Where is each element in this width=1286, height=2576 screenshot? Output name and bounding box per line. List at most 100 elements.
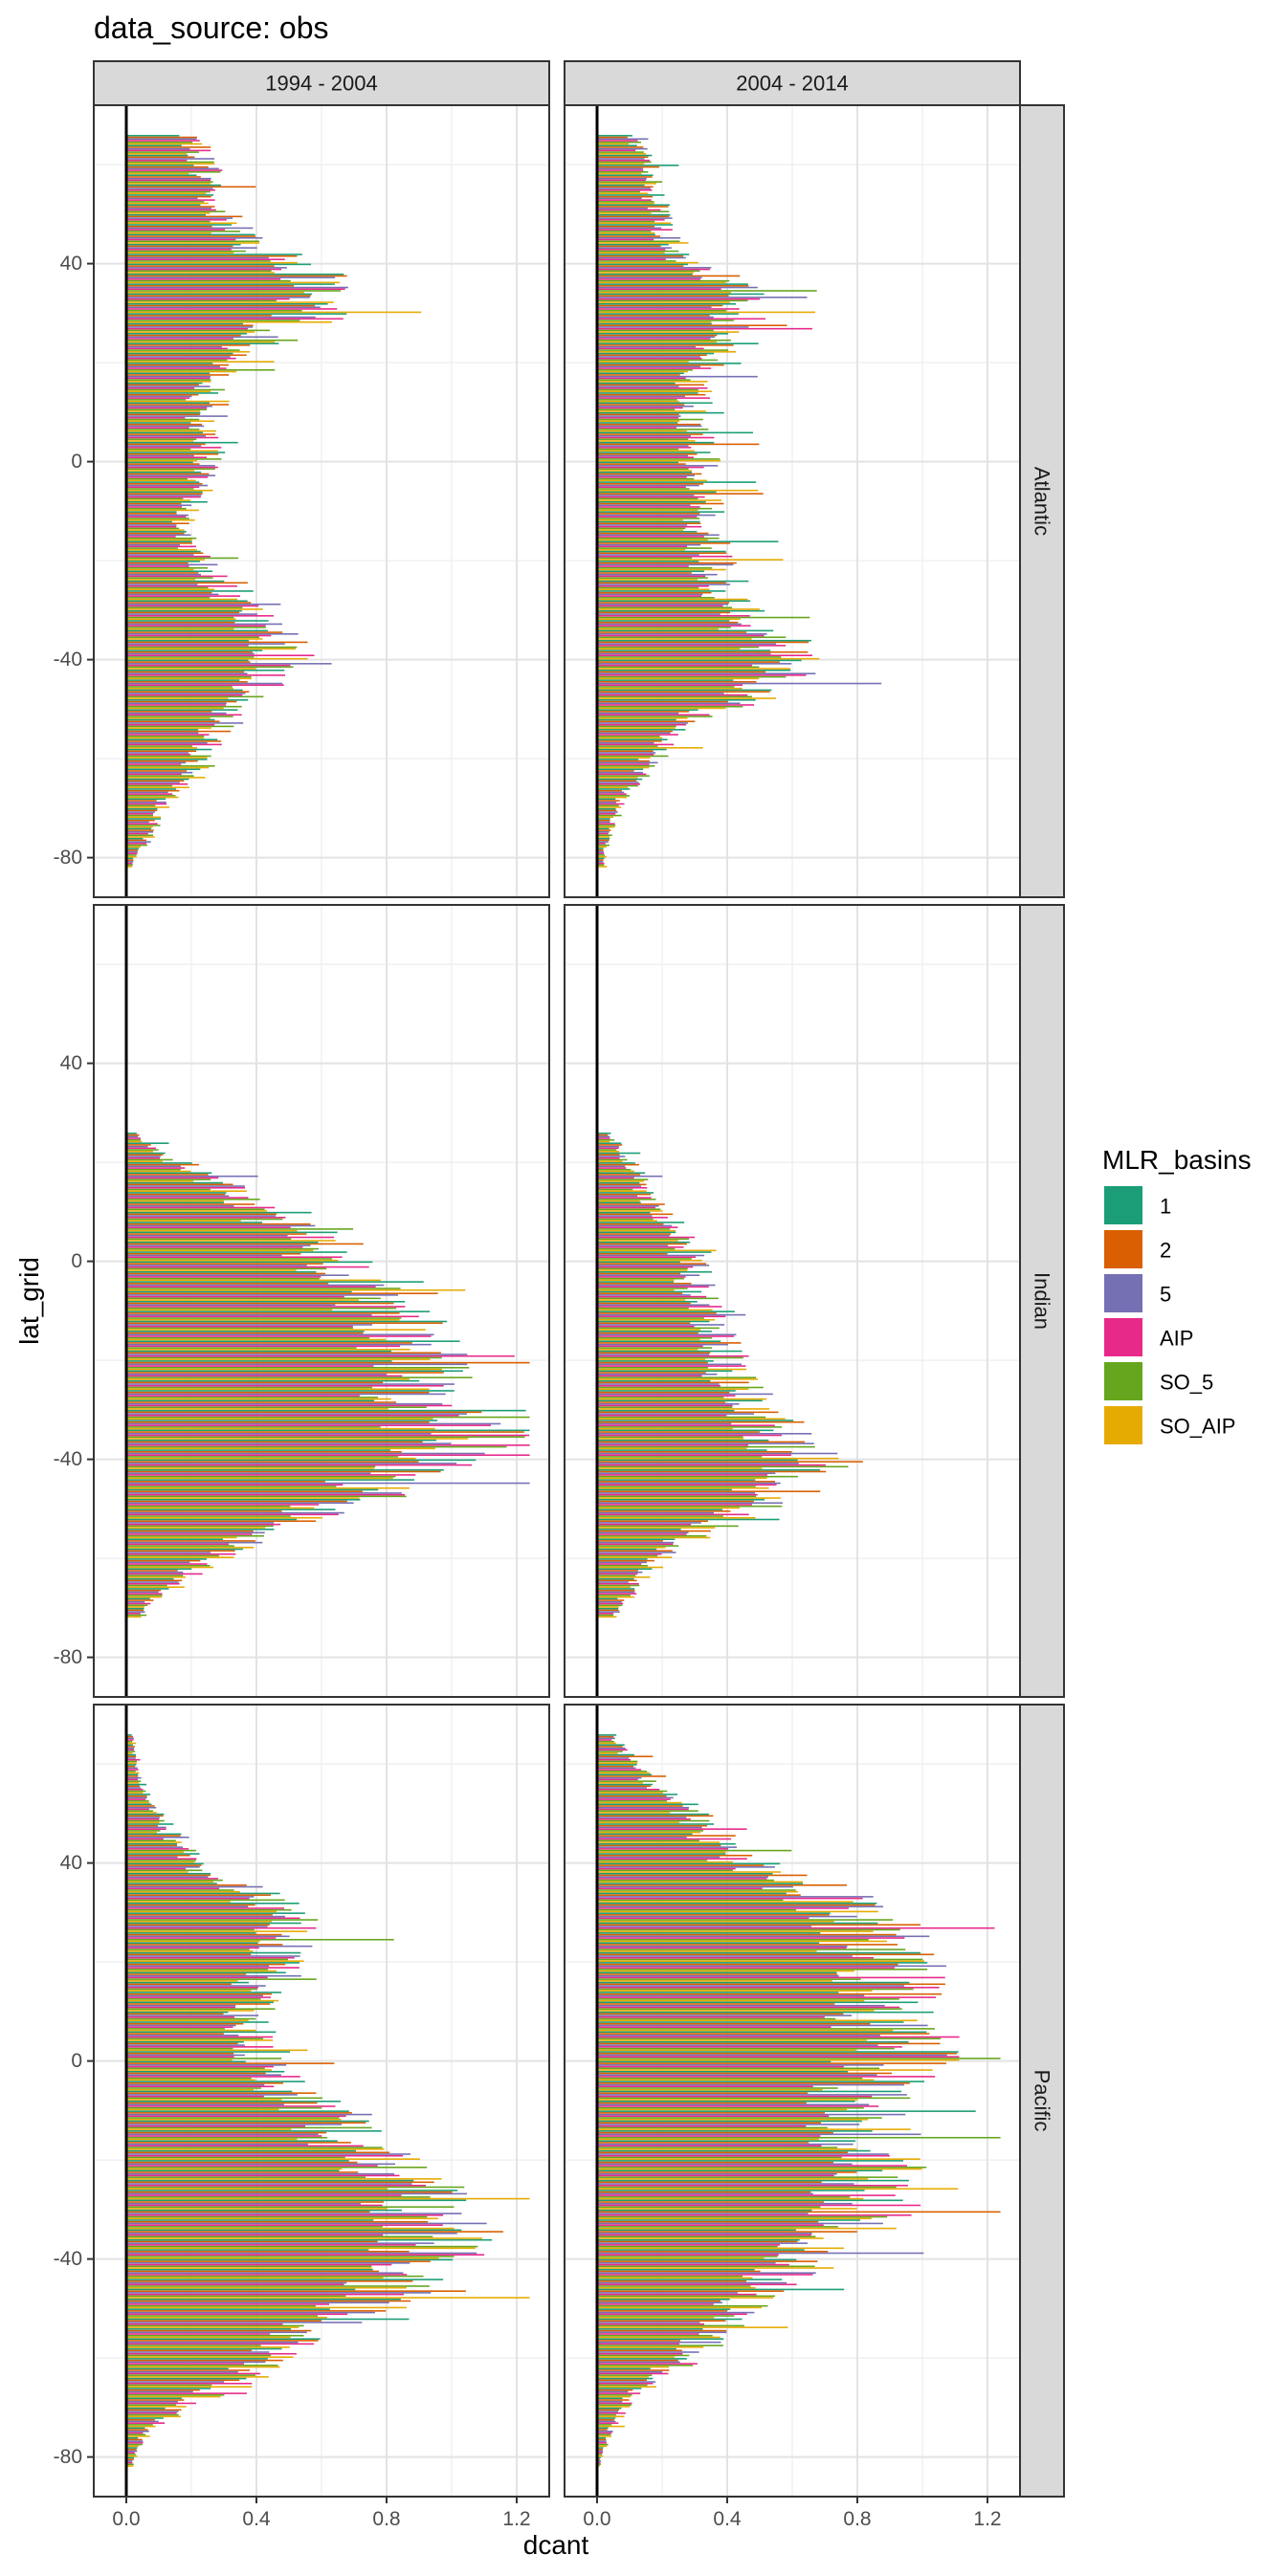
- bar: [597, 2065, 844, 2068]
- bar: [597, 638, 752, 640]
- bar: [126, 2427, 145, 2430]
- facet-strip-column: [564, 60, 1021, 106]
- bar: [126, 1252, 301, 1255]
- bar: [597, 2120, 862, 2123]
- bar: [126, 1882, 217, 1884]
- bar: [597, 759, 639, 760]
- bar: [126, 791, 168, 794]
- bar: [126, 1800, 149, 1802]
- bar: [597, 691, 770, 693]
- bar: [126, 1853, 200, 1855]
- bar: [126, 165, 194, 166]
- bar: [126, 2088, 255, 2091]
- bar: [126, 557, 239, 560]
- bar: [126, 536, 176, 538]
- bar: [597, 1431, 760, 1433]
- bar: [126, 730, 232, 733]
- bar: [126, 1819, 165, 1822]
- bar: [126, 1973, 247, 1975]
- bar: [597, 1497, 781, 1499]
- bar: [597, 1335, 735, 1337]
- bar: [597, 1261, 680, 1264]
- bar: [126, 643, 285, 645]
- bar: [126, 2331, 307, 2334]
- bar: [597, 603, 729, 605]
- legend-item: 1: [1104, 1186, 1171, 1224]
- bar: [597, 705, 743, 708]
- bar: [597, 2370, 663, 2373]
- bar: [597, 2447, 604, 2449]
- bar: [126, 1851, 184, 1854]
- bar: [597, 2424, 612, 2426]
- bar: [126, 563, 218, 566]
- bar: [126, 2436, 139, 2439]
- bar: [126, 1332, 364, 1334]
- bar: [126, 2270, 379, 2273]
- bar: [597, 1325, 695, 1328]
- bar: [126, 687, 233, 690]
- bar: [126, 2240, 378, 2243]
- bar: [126, 1903, 299, 1904]
- bar: [597, 1251, 712, 1253]
- bar: [126, 1737, 134, 1740]
- bar: [126, 650, 253, 653]
- bar: [126, 522, 189, 525]
- bar: [126, 1192, 227, 1194]
- bar: [597, 1310, 735, 1312]
- bar: [597, 514, 716, 517]
- bar: [126, 1299, 359, 1301]
- bar: [126, 2340, 319, 2342]
- bar: [597, 2288, 845, 2291]
- bar: [126, 194, 214, 196]
- bar: [126, 433, 216, 435]
- bar: [597, 652, 771, 655]
- bar: [597, 2052, 958, 2055]
- bar: [126, 1156, 161, 1157]
- bar: [126, 1986, 259, 1989]
- bar: [597, 2181, 822, 2184]
- bar: [126, 1844, 178, 1847]
- bar: [126, 729, 199, 731]
- bar: [126, 664, 291, 667]
- bar: [597, 2103, 870, 2106]
- bar: [126, 2125, 306, 2127]
- bar: [597, 2367, 651, 2370]
- bar: [126, 836, 155, 838]
- bar: [126, 385, 211, 387]
- bar: [597, 153, 646, 155]
- bar: [126, 648, 296, 650]
- bar: [126, 1183, 233, 1186]
- bar: [597, 1185, 642, 1187]
- bar: [126, 2094, 298, 2096]
- bar: [597, 2013, 844, 2015]
- bar: [597, 1971, 837, 1974]
- bar: [126, 2135, 322, 2137]
- bar: [597, 1973, 838, 1975]
- bar: [126, 1771, 136, 1772]
- bar: [126, 1803, 152, 1806]
- bar: [126, 2418, 155, 2421]
- bar: [126, 440, 194, 442]
- bar: [597, 1373, 718, 1376]
- bar: [597, 2297, 774, 2299]
- bar: [597, 1944, 898, 1946]
- bar: [597, 679, 734, 681]
- bar: [126, 1434, 530, 1437]
- bar: [597, 540, 779, 542]
- bar: [126, 1739, 134, 1741]
- bar: [597, 495, 705, 498]
- bar: [597, 1558, 648, 1560]
- bar: [597, 1147, 619, 1150]
- bar: [597, 2036, 960, 2038]
- bar: [597, 1527, 716, 1529]
- bar: [597, 1835, 736, 1837]
- bar: [126, 545, 196, 548]
- bar: [597, 1165, 626, 1168]
- bar: [597, 501, 706, 503]
- bar: [597, 1313, 746, 1316]
- bar: [597, 2274, 813, 2276]
- bar: [597, 522, 701, 525]
- bar: [597, 2316, 715, 2319]
- bar: [126, 1520, 317, 1523]
